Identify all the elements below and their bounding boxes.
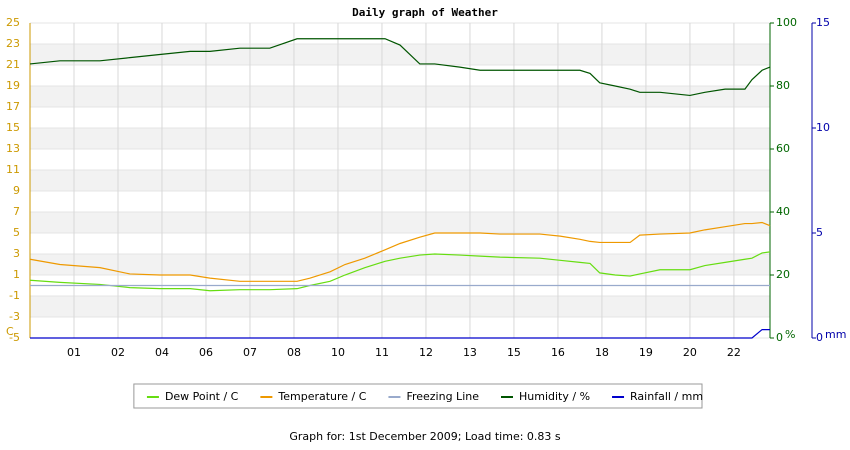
y-tick-label: 15 [6, 121, 20, 134]
x-tick-label: 02 [111, 346, 125, 359]
y-tick-label: 3 [13, 247, 20, 260]
legend: Dew Point / C Temperature / C Freezing Lin… [133, 383, 703, 409]
y-tick-label: -1 [9, 289, 20, 302]
chart-title: Daily graph of Weather [352, 6, 498, 19]
x-tick-label: 11 [375, 346, 389, 359]
band [30, 212, 770, 233]
band [30, 44, 770, 65]
x-tick-label: 10 [331, 346, 345, 359]
band [30, 128, 770, 149]
x-tick-label: 08 [287, 346, 301, 359]
x-tick-label: 16 [551, 346, 565, 359]
y-tick-label: 1 [13, 268, 20, 281]
series-line [30, 329, 770, 339]
y2-tick-label: 100 [776, 16, 797, 29]
y3-tick-label: 5 [816, 226, 823, 239]
footer: Graph for: 1st December 2009; Load time:… [289, 430, 561, 443]
y-tick-label: -5 [9, 331, 20, 344]
y-tick-label: 5 [13, 226, 20, 239]
series-line [29, 251, 771, 292]
y2-tick-label: 0 [776, 331, 783, 344]
y2-tick-label: 60 [776, 142, 790, 155]
x-tick-label: 01 [67, 346, 81, 359]
x-tick-label: 13 [463, 346, 477, 359]
legend-box [133, 383, 703, 409]
y3-unit: mm [825, 328, 846, 341]
legend-label: Dew Point / C [165, 390, 239, 403]
y-tick-label: 25 [6, 16, 20, 29]
y-tick-label: 7 [13, 205, 20, 218]
x-tick-label: 12 [419, 346, 433, 359]
y2-tick-label: 40 [776, 205, 790, 218]
y2-tick-label: 20 [776, 268, 790, 281]
series-line [29, 38, 771, 97]
y-tick-label: 17 [6, 100, 20, 113]
legend-label: Humidity / % [519, 390, 590, 403]
x-tick-label: 22 [727, 346, 741, 359]
y3-tick-label: 0 [816, 331, 823, 344]
x-tick-label: 07 [243, 346, 257, 359]
y-tick-label: 23 [6, 37, 20, 50]
y3-tick-label: 10 [816, 121, 830, 134]
y-tick-label: 13 [6, 142, 20, 155]
y-tick-label: 9 [13, 184, 20, 197]
y-tick-label: 19 [6, 79, 20, 92]
y-unit: C [6, 325, 14, 338]
x-tick-label: 19 [639, 346, 653, 359]
y2-unit: % [785, 328, 795, 341]
band [30, 254, 770, 275]
series-line [29, 221, 771, 282]
x-tick-label: 18 [595, 346, 609, 359]
band [30, 170, 770, 191]
x-tick-label: 06 [199, 346, 213, 359]
band [30, 86, 770, 107]
legend-label: Temperature / C [277, 390, 366, 403]
band [30, 296, 770, 317]
bands [30, 44, 770, 317]
y3-tick-label: 15 [816, 16, 830, 29]
legend-label: Freezing Line [406, 390, 479, 403]
y-tick-label: 11 [6, 163, 20, 176]
x-tick-label: 04 [155, 346, 169, 359]
y-tick-label: -3 [9, 310, 20, 323]
legend-label: Rainfall / mm [630, 390, 703, 403]
x-tick-label: 15 [507, 346, 521, 359]
y-tick-label: 21 [6, 58, 20, 71]
x-tick-label: 20 [683, 346, 697, 359]
y2-tick-label: 80 [776, 79, 790, 92]
